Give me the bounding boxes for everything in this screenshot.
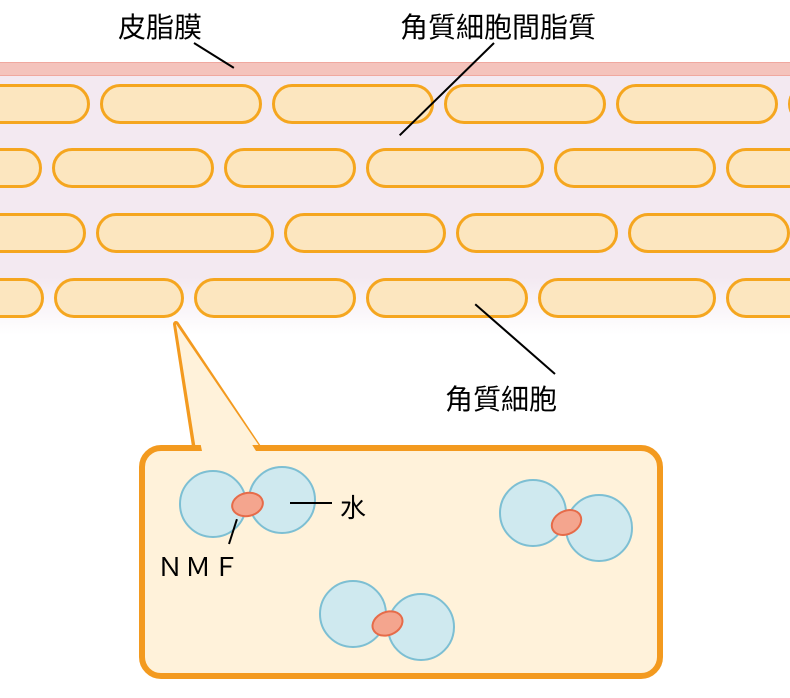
corneocyte-cell bbox=[616, 84, 778, 124]
label-intercellular: 角質細胞間脂質 bbox=[400, 6, 596, 46]
corneocyte-cell bbox=[726, 278, 790, 318]
corneocyte-cell bbox=[628, 213, 790, 253]
corneocyte-cell bbox=[284, 213, 446, 253]
corneocyte-cell bbox=[366, 148, 544, 188]
label-nmf: ＮＭＦ bbox=[157, 547, 241, 584]
corneocyte-cell bbox=[0, 148, 42, 188]
corneocyte-cell bbox=[366, 278, 528, 318]
corneocyte-cell bbox=[100, 84, 262, 124]
corneocyte-cell bbox=[52, 148, 214, 188]
corneocyte-cell bbox=[726, 148, 790, 188]
corneocyte-cell bbox=[554, 148, 716, 188]
corneocyte-cell bbox=[456, 213, 618, 253]
sebum-membrane-layer bbox=[0, 62, 790, 76]
corneocyte-cell bbox=[54, 278, 184, 318]
corneocyte-cell bbox=[0, 278, 44, 318]
corneocyte-cell bbox=[0, 84, 90, 124]
corneocyte-cell bbox=[0, 213, 86, 253]
label-sebum: 皮脂膜 bbox=[118, 6, 202, 46]
corneocyte-cell bbox=[538, 278, 716, 318]
leader-line-water bbox=[290, 502, 332, 504]
corneocyte-cell bbox=[96, 213, 274, 253]
corneocyte-cell bbox=[224, 148, 356, 188]
corneocyte-cell bbox=[272, 84, 434, 124]
label-corneocyte: 角質細胞 bbox=[445, 378, 557, 418]
corneocyte-cell bbox=[194, 278, 356, 318]
corneocyte-cell bbox=[444, 84, 606, 124]
label-water: 水 bbox=[340, 488, 366, 525]
